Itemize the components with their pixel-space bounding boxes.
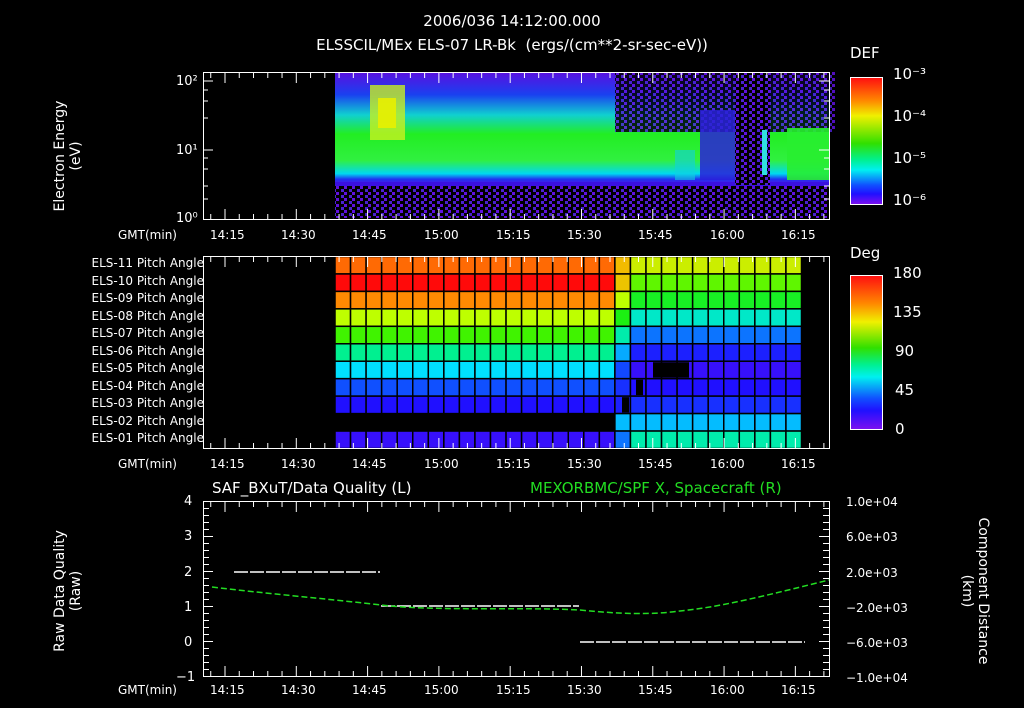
deg-label-0: 0 — [895, 420, 905, 438]
row-label-els-03: ELS-03 Pitch Angle — [91, 396, 204, 410]
row-label-els-02: ELS-02 Pitch Angle — [91, 413, 204, 428]
row-label-els-04: ELS-04 Pitch Angle — [91, 378, 204, 393]
def-label-1e-6: 10⁻⁶ — [893, 191, 927, 209]
deg-label-135: 135 — [893, 303, 922, 321]
plot-datetime: 2006/036 14:12:00.000 — [423, 12, 601, 30]
row-label-els-11: ELS-11 Pitch Angle — [91, 256, 204, 270]
row-label-els-10: ELS-10 Pitch Angle — [91, 273, 204, 288]
ytick-10: 10¹ — [176, 143, 198, 158]
deg-label-180: 180 — [893, 264, 922, 282]
row-label-els-01: ELS-01 Pitch Angle — [91, 431, 204, 445]
deg-colorbar — [850, 275, 883, 430]
left-series-title: SAF_BXuT/Data Quality (L) — [212, 479, 412, 497]
ytick-right-1e4: 1.0e+04 — [846, 495, 898, 509]
xaxis-ticklabels-3: 14:15 14:30 14:45 15:00 15:15 15:30 15:4… — [210, 683, 816, 697]
line-plot — [203, 501, 830, 677]
xaxis-label-gmt: GMT(min) — [118, 228, 177, 242]
deg-label-45: 45 — [895, 381, 915, 399]
energy-spectrogram-panel: Electron Energy (eV) 10² 10¹ 10⁰ — [0, 0, 1024, 250]
data-quality-series — [234, 571, 805, 643]
ytick-left-0: 0 — [184, 635, 193, 650]
right-series-title: MEXORBMC/SPF X, Spacecraft (R) — [530, 479, 782, 497]
plot-subtitle: ELSSCIL/MEx ELS-07 LR-Bk (ergs/(cm**2-sr… — [316, 36, 708, 54]
deg-label-90: 90 — [895, 342, 915, 360]
row-label-els-07: ELS-07 Pitch Angle — [91, 326, 204, 340]
def-label-1e-3: 10⁻³ — [893, 65, 927, 83]
xaxis-ticklabels-2: 14:15 14:30 14:45 15:00 15:15 15:30 15:4… — [210, 457, 816, 471]
xaxis-ticklabels: 14:15 14:30 14:45 15:00 15:15 15:30 15:4… — [210, 228, 816, 242]
pitch-angle-panel: ELS-11 Pitch Angle ELS-10 Pitch Angle EL… — [0, 244, 1024, 475]
def-label-1e-4: 10⁻⁴ — [893, 107, 927, 125]
ytick-100: 10² — [176, 74, 198, 89]
row-label-els-08: ELS-08 Pitch Angle — [91, 308, 204, 323]
ytick-left-1: 1 — [184, 600, 193, 615]
ytick-right-2e3: 2.0e+03 — [846, 566, 898, 580]
data-quality-panel: SAF_BXuT/Data Quality (L) MEXORBMC/SPF X… — [0, 475, 1024, 708]
xaxis-label-gmt-2: GMT(min) — [118, 457, 177, 471]
def-colorbar — [850, 77, 883, 205]
ytick-1: 10⁰ — [176, 211, 198, 226]
pitch-angle-plot — [203, 255, 830, 450]
pitch-angle-row-labels: ELS-11 Pitch Angle ELS-10 Pitch Angle EL… — [40, 256, 204, 449]
row-label-els-06: ELS-06 Pitch Angle — [91, 343, 204, 358]
ytick-right-neg1e4: −1.0e+04 — [846, 671, 908, 685]
spacecraft-x-series — [211, 579, 830, 615]
deg-colorbar-title: Deg — [850, 244, 881, 262]
spectrogram-plot — [203, 72, 835, 220]
row-label-els-09: ELS-09 Pitch Angle — [91, 291, 204, 305]
ytick-right-neg6e3: −6.0e+03 — [846, 636, 908, 650]
ytick-right-neg2e3: −2.0e+03 — [846, 601, 908, 615]
def-colorbar-title: DEF — [850, 44, 880, 62]
row-label-els-05: ELS-05 Pitch Angle — [91, 361, 204, 375]
ytick-left-4: 4 — [184, 494, 193, 509]
ytick-left-2: 2 — [184, 565, 193, 580]
xaxis-label-gmt-3: GMT(min) — [118, 683, 177, 697]
ytick-left-neg1: −1 — [176, 670, 196, 685]
ytick-left-3: 3 — [184, 529, 193, 544]
ytick-right-6e3: 6.0e+03 — [846, 530, 898, 544]
def-label-1e-5: 10⁻⁵ — [893, 149, 927, 167]
